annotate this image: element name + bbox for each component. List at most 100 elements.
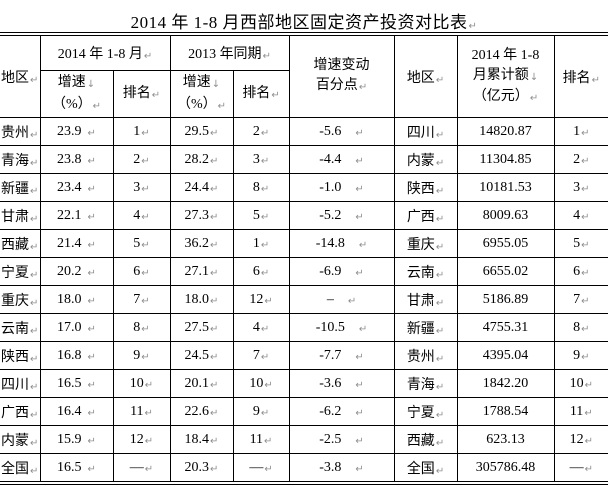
change-cell: -7.7 ↵ xyxy=(288,341,395,370)
rank-2013-cell: 5↵ xyxy=(232,201,290,230)
rank-2014-cell-value: — xyxy=(129,459,144,475)
rank-2013-cell: 4↵ xyxy=(232,313,290,342)
rank-2014-cell-value: 10 xyxy=(129,375,144,391)
change-cell-value: -2.5 xyxy=(319,431,342,447)
paragraph-mark: ↵ xyxy=(435,157,445,169)
header-rank-right-label: 排名 xyxy=(562,70,591,86)
table-row: 陕西↵ 16.8 ↵ 9↵ 24.5↵ 7↵ -7.7 ↵ 贵州↵ 4395.04 9↵ xyxy=(0,341,608,370)
region-right-cell: 西藏↵ xyxy=(393,425,458,454)
amount-cell-value: 6655.02 xyxy=(482,263,529,279)
growth-2014-cell: 23.9 ↵ xyxy=(39,117,114,146)
paragraph-mark: ↵ xyxy=(30,157,39,169)
amount-cell-value: 11304.85 xyxy=(479,151,532,167)
header-growth-2014: 增速↓ （%）↵ xyxy=(39,70,114,118)
region-cell-value: 西藏 xyxy=(1,237,30,253)
linebreak-mark: ↓ xyxy=(211,79,221,90)
paragraph-mark: ↵ xyxy=(264,379,273,391)
amount-cell: 623.13 xyxy=(456,425,555,454)
growth-2014-cell-value: 23.4 xyxy=(57,179,82,195)
growth-2013-cell-value: 20.3 xyxy=(184,459,210,475)
header-region-right: 地区↵ xyxy=(393,33,458,118)
paragraph-mark: ↵ xyxy=(591,74,600,86)
paragraph-mark: ↵ xyxy=(87,435,96,447)
growth-2013-cell: 20.3↵ xyxy=(169,453,234,484)
region-right-cell: 全国↵ xyxy=(393,453,458,484)
rank-2014-cell: 2↵ xyxy=(112,145,171,174)
paragraph-mark: ↵ xyxy=(355,267,364,279)
paragraph-mark: ↵ xyxy=(581,183,590,195)
header-region-right-label: 地区 xyxy=(406,70,435,86)
paragraph-mark: ↵ xyxy=(87,463,96,475)
change-cell: -5.2 ↵ xyxy=(288,201,395,230)
paragraph-mark: ↵ xyxy=(210,267,219,279)
rank-2014-cell-value: 7 xyxy=(133,291,141,307)
amount-cell-value: 4395.04 xyxy=(482,347,529,363)
growth-2014-cell-value: 23.9 xyxy=(57,123,82,139)
rank-amount-cell-value: 12 xyxy=(569,431,584,447)
rank-2014-cell-value: 11 xyxy=(130,403,144,419)
change-cell-value: -10.5 xyxy=(315,319,345,335)
header-cumulative-amount: 2014 年 1-8 月累计额↓ （亿元）↵ xyxy=(456,33,555,118)
growth-2014-cell: 23.8 ↵ xyxy=(39,145,114,174)
region-cell-value: 四川 xyxy=(1,377,30,393)
paragraph-mark: ↵ xyxy=(358,239,368,251)
region-right-cell: 云南↵ xyxy=(393,257,458,286)
rank-amount-cell-value: 4 xyxy=(573,207,581,223)
paragraph-mark: ↵ xyxy=(210,379,219,391)
paragraph-mark: ↵ xyxy=(260,323,270,335)
amount-cell: 6955.05 xyxy=(456,229,555,258)
growth-2014-cell: 16.5 ↵ xyxy=(39,453,114,484)
region-cell: 宁夏↵ xyxy=(0,257,41,286)
paragraph-mark: ↵ xyxy=(435,409,445,421)
growth-2013-cell: 27.3↵ xyxy=(169,201,234,230)
table-row: 云南↵ 17.0 ↵ 8↵ 27.5↵ 4↵ -10.5 ↵ 新疆↵ 4755.31 8↵ xyxy=(0,313,608,342)
paragraph-mark: ↵ xyxy=(87,407,96,419)
amount-cell-value: 623.13 xyxy=(486,431,525,447)
change-cell: – ↵ xyxy=(288,285,395,314)
rank-2013-cell: 8↵ xyxy=(232,173,290,202)
paragraph-mark: ↵ xyxy=(435,353,445,365)
paragraph-mark: ↵ xyxy=(355,463,364,475)
region-cell-value: 宁夏 xyxy=(1,265,30,281)
amount-cell-value: 4755.31 xyxy=(482,319,529,335)
region-cell-value: 新疆 xyxy=(1,181,30,197)
rank-2014-cell: 3↵ xyxy=(112,173,171,202)
paragraph-mark: ↵ xyxy=(435,74,445,86)
growth-2014-cell-value: 16.5 xyxy=(57,375,82,391)
paragraph-mark: ↵ xyxy=(210,435,219,447)
amount-cell-value: 8009.63 xyxy=(482,207,529,223)
paragraph-mark: ↵ xyxy=(262,51,271,62)
rank-amount-cell: 11↵ xyxy=(553,397,608,426)
rank-2013-cell-value: 7 xyxy=(252,347,260,363)
paragraph-mark: ↵ xyxy=(143,51,153,62)
paragraph-mark: ↵ xyxy=(144,435,154,447)
amount-cell-value: 305786.48 xyxy=(475,459,536,475)
growth-2014-cell: 16.8 ↵ xyxy=(39,341,114,370)
rank-amount-cell-value: 8 xyxy=(573,319,581,335)
paragraph-mark: ↵ xyxy=(30,269,39,281)
paragraph-mark: ↵ xyxy=(581,351,590,363)
region-cell: 内蒙↵ xyxy=(0,425,41,454)
paragraph-mark: ↵ xyxy=(264,295,273,307)
rank-2013-cell-value: 3 xyxy=(252,151,260,167)
region-cell-value: 内蒙 xyxy=(1,433,30,449)
investment-comparison-table: 地区↵ 2014 年 1-8 月↵ 2013 年同期↵ 增速变动 百分点↵ 地区… xyxy=(0,32,608,485)
paragraph-mark: ↵ xyxy=(210,351,219,363)
amount-cell-value: 10181.53 xyxy=(479,179,532,195)
rank-2013-cell: 9↵ xyxy=(232,397,290,426)
paragraph-mark: ↵ xyxy=(144,463,154,475)
header-rank-2014-label: 排名 xyxy=(122,86,151,101)
growth-2013-cell: 27.5↵ xyxy=(169,313,234,342)
paragraph-mark: ↵ xyxy=(581,211,590,223)
paragraph-mark: ↵ xyxy=(30,241,39,253)
growth-2014-cell-value: 17.0 xyxy=(57,319,82,335)
rank-2014-cell: 8↵ xyxy=(112,313,171,342)
growth-2014-cell-value: 21.4 xyxy=(57,235,82,251)
paragraph-mark: ↵ xyxy=(87,323,96,335)
rank-2013-cell: 1↵ xyxy=(232,229,290,258)
paragraph-mark: ↵ xyxy=(355,435,364,447)
region-right-cell-value: 内蒙 xyxy=(406,153,435,169)
header-cumulative-line3: （亿元） xyxy=(472,88,529,104)
header-region-left-label: 地区 xyxy=(1,70,30,86)
region-cell: 甘肃↵ xyxy=(0,201,41,230)
